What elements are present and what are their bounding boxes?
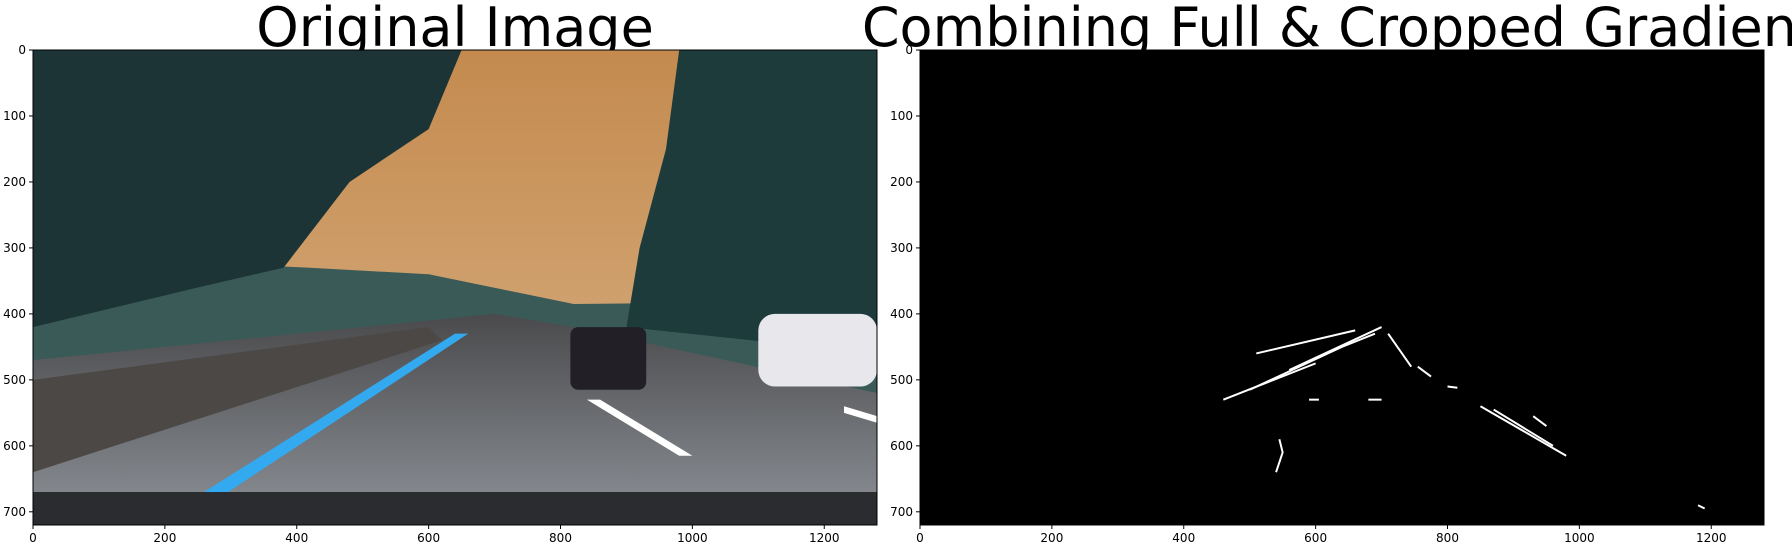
x-tick-label: 600 — [1304, 531, 1327, 545]
y-tick-label: 100 — [890, 109, 913, 123]
axes-frame — [919, 49, 1765, 526]
y-tick-label: 0 — [18, 43, 26, 57]
axes-frame — [32, 49, 878, 526]
y-tick-label: 100 — [3, 109, 26, 123]
x-tick-label: 1200 — [809, 531, 840, 545]
y-tick-label: 400 — [890, 307, 913, 321]
panel-title: Original Image — [256, 0, 654, 59]
photo — [33, 50, 877, 525]
y-tick-label: 500 — [3, 373, 26, 387]
y-tick-label: 500 — [890, 373, 913, 387]
x-tick-label: 1000 — [677, 531, 708, 545]
y-tick-label: 400 — [3, 307, 26, 321]
x-tick-label: 1000 — [1564, 531, 1595, 545]
x-tick-label: 600 — [417, 531, 440, 545]
x-tick-label: 1200 — [1696, 531, 1727, 545]
y-tick-label: 700 — [890, 505, 913, 519]
y-tick-label: 300 — [890, 241, 913, 255]
x-tick-label: 400 — [285, 531, 308, 545]
x-tick-label: 800 — [1436, 531, 1459, 545]
panel-title: Combining Full & Cropped Gradient — [862, 0, 1792, 59]
x-tick-label: 0 — [29, 531, 37, 545]
y-tick-label: 600 — [3, 439, 26, 453]
x-tick-label: 200 — [1040, 531, 1063, 545]
y-tick-label: 200 — [3, 175, 26, 189]
x-tick-label: 800 — [549, 531, 572, 545]
gradient-image — [920, 50, 1764, 525]
x-tick-label: 0 — [916, 531, 924, 545]
y-tick-label: 0 — [905, 43, 913, 57]
y-tick-label: 200 — [890, 175, 913, 189]
x-tick-label: 400 — [1172, 531, 1195, 545]
y-tick-label: 600 — [890, 439, 913, 453]
y-tick-label: 700 — [3, 505, 26, 519]
x-tick-label: 200 — [153, 531, 176, 545]
y-tick-label: 300 — [3, 241, 26, 255]
